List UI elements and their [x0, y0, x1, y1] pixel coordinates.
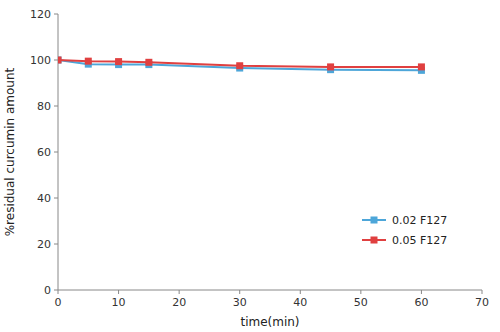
- x-tick: [179, 290, 180, 294]
- x-tick: [58, 290, 59, 294]
- y-axis-label: %residual curcumin amount: [3, 67, 17, 236]
- legend-label: 0.02 F127: [392, 214, 447, 227]
- series-marker: [327, 63, 334, 70]
- y-tick: [54, 14, 58, 15]
- x-tick-label: 20: [172, 296, 186, 309]
- x-tick: [118, 290, 119, 294]
- x-tick-label: 50: [354, 296, 368, 309]
- x-tick-label: 70: [475, 296, 489, 309]
- series-marker: [145, 59, 152, 66]
- plot-area: [58, 57, 425, 74]
- x-tick: [239, 290, 240, 294]
- legend: 0.02 F127 0.05 F127: [362, 214, 447, 247]
- series-marker: [85, 58, 92, 65]
- x-axis-label: time(min): [240, 315, 299, 329]
- y-tick-label: 40: [37, 192, 51, 205]
- y-tick: [54, 60, 58, 61]
- y-tick: [54, 290, 58, 291]
- legend-marker: [371, 217, 378, 224]
- series-marker: [115, 58, 122, 65]
- series: [58, 57, 425, 74]
- y-tick: [54, 152, 58, 153]
- chart: 0 10 20 30 40 50 60 70 0 20 40 60 80 100 120 time(min)%…: [0, 0, 500, 332]
- series-marker: [58, 57, 62, 64]
- x-tick: [300, 290, 301, 294]
- x-tick-label: 60: [414, 296, 428, 309]
- x-tick-label: 0: [55, 296, 62, 309]
- y-tick-label: 120: [30, 8, 51, 21]
- y-tick: [54, 198, 58, 199]
- series-marker: [418, 63, 425, 70]
- series: [58, 57, 425, 71]
- y-tick-label: 60: [37, 146, 51, 159]
- axes: 0 10 20 30 40 50 60 70 0 20 40 60 80 100 120: [30, 8, 489, 309]
- y-tick: [54, 244, 58, 245]
- legend-marker: [371, 237, 378, 244]
- series-marker: [236, 62, 243, 69]
- series-marker: [58, 57, 62, 64]
- y-tick: [54, 106, 58, 107]
- x-tick-label: 10: [112, 296, 126, 309]
- x-tick: [421, 290, 422, 294]
- x-tick: [360, 290, 361, 294]
- series-line: [58, 60, 421, 70]
- y-tick-label: 0: [44, 284, 51, 297]
- x-tick-label: 40: [293, 296, 307, 309]
- legend-label: 0.05 F127: [392, 234, 447, 247]
- x-axis-line: [58, 290, 482, 291]
- x-tick-label: 30: [233, 296, 247, 309]
- y-tick-label: 80: [37, 100, 51, 113]
- y-tick-label: 20: [37, 238, 51, 251]
- y-tick-label: 100: [30, 54, 51, 67]
- x-tick: [482, 290, 483, 294]
- chart-container: 0 10 20 30 40 50 60 70 0 20 40 60 80 100 120 time(min)%…: [0, 0, 500, 332]
